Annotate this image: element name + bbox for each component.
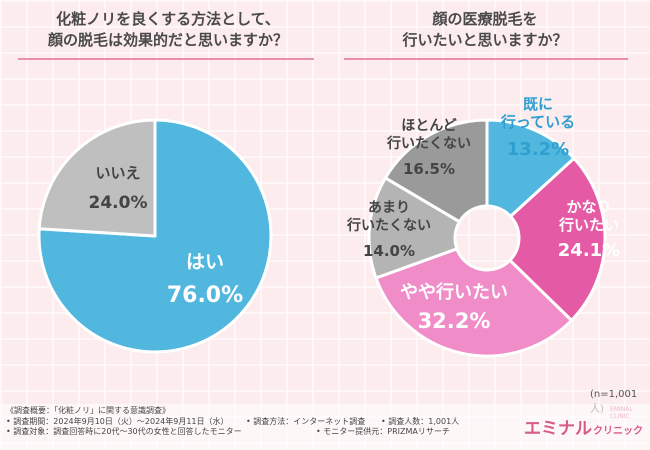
right-title-line-1: 顔の医療脱毛を bbox=[432, 10, 538, 28]
chart-2-slice-1-value: 13.2% bbox=[507, 139, 569, 160]
right-title-line-2: 行いたいと思いますか？ bbox=[402, 31, 568, 49]
right-chart-title: 顔の医療脱毛を 行いたいと思いますか？ bbox=[340, 9, 630, 51]
chart-2-slice-4-value: 14.0% bbox=[363, 242, 415, 260]
right-title-underline bbox=[344, 58, 628, 60]
footnote-period: • 調査期間：2024年9月10日（火）〜2024年9月11日（水） bbox=[6, 416, 229, 426]
chart-1-slice-2-value: 24.0% bbox=[89, 193, 148, 213]
chart-2-slice-2-label-line-1: かなり bbox=[566, 198, 611, 216]
chart-2-slice-4-label-line-1: あまり bbox=[368, 200, 410, 216]
chart-2-slice-3 bbox=[374, 247, 573, 358]
chart-1-slice-2-label-line-1: いいえ bbox=[95, 164, 140, 182]
chart-2-slice-2 bbox=[508, 156, 607, 322]
chart-1-slice-1-label-group: はい 76.0% bbox=[167, 251, 243, 308]
chart-2-slice-1 bbox=[485, 118, 576, 218]
chart-2-slice-3-label-line-1: やや行いたい bbox=[400, 281, 508, 303]
left-chart-title: 化粧ノリを良くする方法として、 顔の脱毛は効果的だと思いますか？ bbox=[18, 9, 318, 51]
left-title-underline bbox=[18, 58, 314, 60]
chart-2-slice-1-label-line-1: 既に bbox=[523, 95, 553, 113]
chart-2-slice-5 bbox=[383, 118, 489, 224]
left-title-line-2: 顔の脱毛は効果的だと思いますか？ bbox=[47, 31, 288, 49]
chart-1-slice-2 bbox=[37, 118, 157, 238]
chart-2-slice-5-label-line-2: 行いたくない bbox=[386, 135, 471, 152]
chart-2-slice-3-label-group: やや行いたい 32.2% bbox=[400, 281, 508, 333]
footnote-target: • 調査対象：調査回答時に20代〜30代の女性と回答したモニター bbox=[6, 427, 242, 436]
footer-band bbox=[0, 404, 650, 450]
chart-2-slice-5-value: 16.5% bbox=[403, 160, 455, 178]
clinic-logo: エミナルクリニック EMINAL CLINIC bbox=[524, 406, 643, 439]
chart-2-slice-3-value: 32.2% bbox=[418, 309, 491, 333]
chart-1-slice-1-label-line-1: はい bbox=[186, 251, 224, 273]
survey-footnotes: 《調査概要：「化粧ノリ」に関する意識調査》 • 調査期間：2024年9月10日（… bbox=[6, 406, 506, 438]
logo-sub-text: クリニック bbox=[593, 426, 643, 437]
chart-1-slice-2-label-group: いいえ 24.0% bbox=[89, 164, 148, 213]
chart-2-slice-5-label-line-1: ほとんど bbox=[401, 118, 457, 134]
footnote-people: • 調査人数：1,001人 bbox=[381, 416, 460, 426]
chart-2-slice-2-value: 24.1% bbox=[558, 240, 620, 261]
logo-ghost-text: EMINAL CLINIC bbox=[610, 406, 633, 420]
chart-2-slice-4-label-line-2: 行いたくない bbox=[346, 217, 431, 234]
footnote-overview: 《調査概要：「化粧ノリ」に関する意識調査》 bbox=[6, 406, 170, 415]
left-title-line-1: 化粧ノリを良くする方法として、 bbox=[56, 10, 280, 28]
chart-2-slice-2-label-line-2: 行いたい bbox=[558, 216, 619, 234]
chart-2-slice-1-label-line-2: 行っている bbox=[500, 113, 575, 131]
footnote-method: • 調査方法：インターネット調査 bbox=[246, 416, 366, 426]
footnote-provider: • モニター提供元：PRIZMAリサーチ bbox=[316, 427, 450, 436]
chart-1-slice-1 bbox=[37, 118, 273, 354]
chart-1-slice-1-value: 76.0% bbox=[167, 283, 243, 308]
logo-main-text: エミナル bbox=[524, 419, 592, 439]
chart-2-slice-4 bbox=[367, 176, 461, 280]
